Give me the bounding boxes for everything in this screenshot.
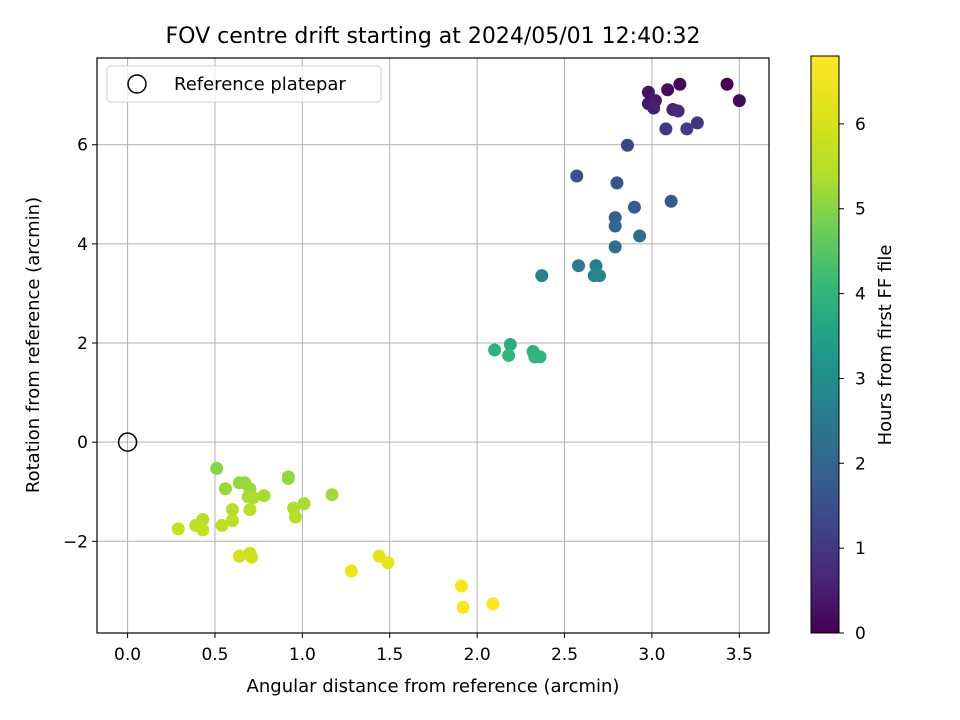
- data-point: [732, 94, 746, 108]
- data-point: [232, 549, 246, 563]
- colorbar-tick-label: 3: [855, 369, 866, 389]
- data-point: [659, 122, 673, 136]
- scatter-points: [171, 77, 746, 614]
- data-point: [535, 269, 549, 283]
- data-point: [673, 77, 687, 91]
- data-point: [589, 259, 603, 273]
- x-axis-label: Angular distance from reference (arcmin): [247, 676, 620, 697]
- colorbar-label: Hours from first FF file: [875, 245, 896, 446]
- x-tick-label: 1.5: [376, 645, 403, 665]
- x-tick-label: 1.0: [289, 645, 316, 665]
- plot-frame: [96, 57, 770, 634]
- data-point: [610, 176, 624, 190]
- data-point: [592, 269, 606, 283]
- data-point: [225, 503, 239, 517]
- data-point: [297, 497, 311, 511]
- data-point: [620, 138, 634, 152]
- y-tick-label: −2: [63, 532, 88, 552]
- y-tick-label: 0: [77, 433, 88, 453]
- data-point: [690, 116, 704, 130]
- data-point: [225, 513, 239, 527]
- y-tick-label: 4: [77, 235, 88, 255]
- x-tick-label: 2.0: [464, 645, 491, 665]
- data-point: [246, 491, 260, 505]
- colorbar-tick-label: 6: [855, 115, 866, 135]
- data-point: [671, 104, 685, 118]
- data-point: [570, 169, 584, 183]
- data-point: [502, 348, 516, 362]
- x-tick-label: 3.0: [638, 645, 665, 665]
- y-tick-label: 2: [77, 334, 88, 354]
- data-point: [171, 522, 185, 536]
- data-point: [325, 488, 339, 502]
- colorbar-tick-label: 0: [855, 624, 866, 644]
- legend: Reference platepar: [106, 65, 382, 103]
- legend-reference-marker: [127, 74, 147, 94]
- data-point: [196, 523, 210, 537]
- colorbar-gradient: [810, 55, 840, 634]
- data-point: [243, 503, 257, 517]
- colorbar-tick-label: 4: [855, 285, 866, 305]
- data-point: [456, 600, 470, 614]
- legend-entry-reference: Reference platepar: [174, 74, 346, 95]
- data-point: [488, 343, 502, 357]
- data-point: [218, 482, 232, 496]
- data-point: [720, 77, 734, 91]
- x-axis-ticks: 0.0 0.5 1.0 1.5 2.0 2.5 3.0 3.5: [114, 633, 753, 665]
- data-point: [210, 461, 224, 475]
- colorbar: 0 1 2 3 4 5 6 Hours from first FF file: [810, 55, 896, 644]
- data-point: [454, 579, 468, 593]
- data-point: [608, 240, 622, 254]
- data-point: [571, 259, 585, 273]
- x-tick-label: 3.5: [726, 645, 753, 665]
- legend-box: [106, 65, 382, 103]
- colorbar-ticks: 0 1 2 3 4 5 6: [839, 115, 866, 644]
- colorbar-tick-label: 1: [855, 539, 866, 559]
- data-point: [533, 350, 547, 364]
- colorbar-tick-label: 5: [855, 200, 866, 220]
- reference-marker: [117, 432, 138, 452]
- colorbar-tick-label: 2: [855, 454, 866, 474]
- data-point: [661, 83, 675, 97]
- y-tick-label: 6: [77, 136, 88, 156]
- data-point: [664, 194, 678, 208]
- data-point: [288, 510, 302, 524]
- data-point: [215, 518, 229, 532]
- data-point: [633, 229, 647, 243]
- data-point: [257, 489, 271, 503]
- data-point: [627, 200, 641, 214]
- y-axis-label: Rotation from reference (arcmin): [23, 197, 44, 493]
- data-point: [245, 550, 259, 564]
- data-point: [608, 219, 622, 233]
- grid: [97, 58, 769, 633]
- x-tick-label: 2.5: [551, 645, 578, 665]
- y-axis-ticks: −2 0 2 4 6: [63, 136, 97, 552]
- data-point: [647, 101, 661, 115]
- data-point: [503, 338, 517, 352]
- x-tick-label: 0.0: [114, 645, 141, 665]
- x-tick-label: 0.5: [201, 645, 228, 665]
- chart-title: FOV centre drift starting at 2024/05/01 …: [166, 24, 701, 49]
- data-point: [381, 556, 395, 570]
- plot-area: 0.0 0.5 1.0 1.5 2.0 2.5 3.0 3.5 −2 0 2 4 6: [63, 57, 770, 665]
- data-point: [486, 597, 500, 611]
- data-point: [281, 471, 295, 485]
- data-point: [680, 122, 694, 136]
- data-point: [344, 564, 358, 578]
